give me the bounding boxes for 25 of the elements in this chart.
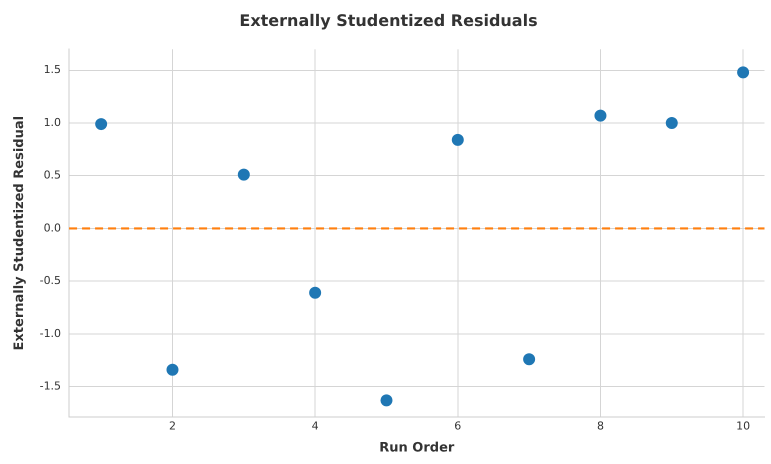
y-tick-label: 1.5 <box>44 63 62 76</box>
point <box>95 118 108 130</box>
y-tick-label: 1.0 <box>44 116 62 129</box>
point <box>452 134 464 146</box>
x-tick-label: 2 <box>168 420 176 433</box>
point <box>309 286 322 299</box>
x-tick-label: 10 <box>736 420 750 433</box>
point <box>238 168 250 181</box>
x-tick-label: 8 <box>596 420 604 433</box>
y-tick-label: 0.0 <box>44 221 62 234</box>
y-tick-label: 0.5 <box>44 168 62 182</box>
point <box>666 117 678 130</box>
x-tick-label: 6 <box>454 420 462 433</box>
point <box>166 364 178 376</box>
y-tick-label: -1.0 <box>40 326 62 340</box>
y-tick-label: -0.5 <box>40 274 62 288</box>
x-axis-title: Run Order <box>379 440 455 456</box>
y-axis-title: Externally Studentized Residual <box>12 116 28 350</box>
x-tick-label: 4 <box>312 420 319 433</box>
point <box>523 353 536 366</box>
point <box>594 110 606 122</box>
chart-title: Externally Studentized Residuals <box>239 10 538 30</box>
y-tick-label: -1.5 <box>40 379 62 392</box>
point <box>380 394 392 406</box>
point <box>737 66 750 78</box>
